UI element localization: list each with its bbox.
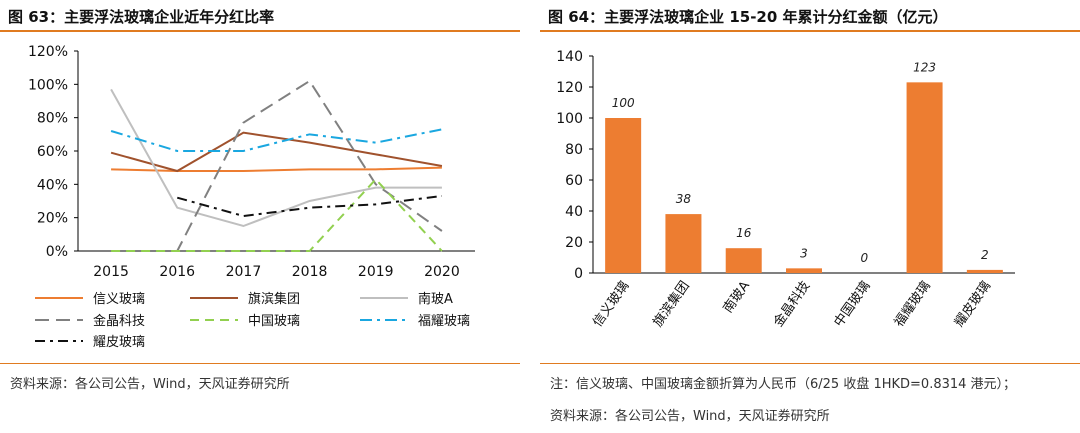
category-label: 信义玻璃 (590, 279, 632, 330)
right-title-rule (540, 30, 1080, 32)
left-title-rule (0, 30, 520, 32)
x-tick-label: 2017 (226, 264, 262, 280)
legend-label: 南玻A (418, 291, 453, 307)
data-label: 3 (800, 246, 808, 260)
category-label: 金晶科技 (770, 278, 813, 330)
x-tick-label: 2020 (424, 264, 460, 280)
series-line (110, 88, 442, 228)
y-tick-label: 20% (37, 211, 68, 227)
legend-label: 福耀玻璃 (418, 314, 470, 329)
y-tick-label: 0% (46, 244, 68, 260)
series-line (111, 177, 443, 252)
right-note-rule (540, 363, 1080, 364)
legend-label: 耀皮玻璃 (93, 335, 145, 350)
x-tick-label: 2016 (159, 264, 195, 280)
x-tick-label: 2018 (292, 264, 328, 280)
series-line (111, 166, 442, 172)
series-line (176, 195, 443, 218)
right-note: 注：信义玻璃、中国玻璃金额折算为人民币（6/25 收盘 1HKD=0.8314 … (550, 377, 1017, 392)
left-source: 资料来源：各公司公告，Wind，天风证券研究所 (10, 377, 290, 392)
legend-label: 中国玻璃 (248, 314, 300, 329)
y-tick-label: 80 (565, 142, 583, 158)
category-label: 耀皮玻璃 (952, 279, 994, 330)
line-chart: 0% 20% 40% 60% 80% 100% 120% 2015 2016 2017 2018 20… (28, 44, 475, 350)
y-tick-label: 80% (37, 111, 68, 127)
bar (966, 269, 1003, 273)
right-source: 资料来源：各公司公告，Wind，天风证券研究所 (550, 409, 830, 424)
y-tick-label: 40 (565, 204, 583, 220)
bar (786, 268, 822, 273)
x-tick-label: 2019 (358, 264, 394, 280)
category-label: 旗滨集团 (650, 278, 693, 330)
legend-label: 旗滨集团 (248, 291, 300, 307)
y-tick-label: 120% (28, 44, 68, 60)
y-tick-label: 100 (556, 111, 583, 127)
bar (725, 248, 762, 273)
bar (605, 118, 642, 273)
y-tick-label: 0 (574, 266, 583, 282)
y-tick-label: 60 (565, 173, 583, 189)
y-tick-label: 40% (37, 177, 68, 193)
category-label: 福耀玻璃 (892, 279, 934, 330)
bar (906, 82, 943, 273)
legend-label: 信义玻璃 (93, 292, 145, 307)
y-tick-label: 140 (556, 49, 583, 65)
category-label: 中国玻璃 (831, 279, 873, 330)
data-label: 16 (736, 226, 752, 240)
y-tick-label: 60% (37, 144, 68, 160)
data-label: 38 (676, 192, 692, 206)
data-label: 123 (913, 60, 936, 74)
x-tick-label: 2015 (93, 264, 129, 280)
data-label: 2 (981, 248, 989, 262)
right-panel: 图 64：主要浮法玻璃企业 15-20 年累计分红金额（亿元） 0 20 40 60 8… (540, 0, 1080, 433)
left-source-rule (0, 363, 520, 364)
bar (665, 214, 702, 273)
series-line (110, 131, 443, 173)
category-label: 南玻A (720, 278, 753, 316)
bar-chart: 020406080100120140100信义玻璃38旗滨集团16南玻A3金晶科… (556, 49, 1015, 330)
series-line (110, 128, 443, 152)
y-tick-label: 20 (565, 235, 583, 251)
left-chart-title: 图 63：主要浮法玻璃企业近年分红比率 (8, 8, 275, 26)
y-tick-label: 100% (28, 77, 68, 93)
legend-label: 金晶科技 (93, 313, 145, 329)
data-label: 100 (612, 96, 635, 110)
series-line (111, 79, 443, 252)
data-label: 0 (860, 251, 868, 265)
left-panel: 图 63：主要浮法玻璃企业近年分红比率 0% 20% 40% 60% 80% 100% 12… (0, 0, 520, 433)
y-tick-label: 120 (556, 80, 583, 96)
right-chart-title: 图 64：主要浮法玻璃企业 15-20 年累计分红金额（亿元） (548, 8, 948, 26)
